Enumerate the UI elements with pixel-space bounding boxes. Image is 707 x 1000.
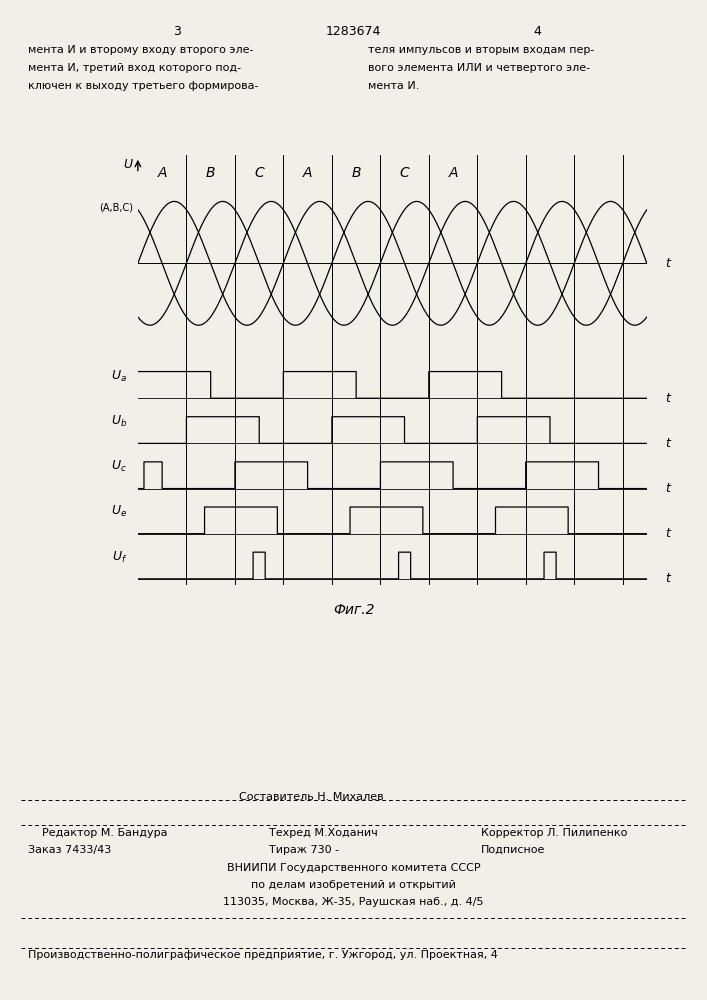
Text: Техред М.Ходанич: Техред М.Ходанич [269, 828, 378, 838]
Text: C: C [399, 166, 409, 180]
Text: Подписное: Подписное [481, 845, 545, 855]
Text: A: A [303, 166, 312, 180]
Text: ВНИИПИ Государственного комитета СССР: ВНИИПИ Государственного комитета СССР [227, 863, 480, 873]
Text: t: t [665, 482, 670, 495]
Text: $U_f$: $U_f$ [112, 549, 127, 565]
Text: 113035, Москва, Ж-35, Раушская наб., д. 4/5: 113035, Москва, Ж-35, Раушская наб., д. … [223, 897, 484, 907]
Text: $U_c$: $U_c$ [112, 459, 127, 474]
Text: (A,B,C): (A,B,C) [99, 203, 133, 213]
Text: 3: 3 [173, 25, 181, 38]
Text: мента И.: мента И. [368, 81, 419, 91]
Text: Производственно-полиграфическое предприятие, г. Ужгород, ул. Проектная, 4: Производственно-полиграфическое предприя… [28, 950, 498, 960]
Text: Редактор М. Бандура: Редактор М. Бандура [42, 828, 168, 838]
Text: t: t [665, 437, 670, 450]
Text: теля импульсов и вторым входам пер-: теля импульсов и вторым входам пер- [368, 45, 594, 55]
Text: Корректор Л. Пилипенко: Корректор Л. Пилипенко [481, 828, 627, 838]
Text: t: t [665, 392, 670, 405]
Text: ключен к выходу третьего формирова-: ключен к выходу третьего формирова- [28, 81, 259, 91]
Text: Тираж 730 -: Тираж 730 - [269, 845, 339, 855]
Text: $U_e$: $U_e$ [111, 504, 127, 519]
Text: Заказ 7433/43: Заказ 7433/43 [28, 845, 112, 855]
Text: A: A [448, 166, 457, 180]
Text: мента И и второму входу второго эле-: мента И и второму входу второго эле- [28, 45, 254, 55]
Text: B: B [351, 166, 361, 180]
Text: по делам изобретений и открытий: по делам изобретений и открытий [251, 880, 456, 890]
Text: U: U [124, 158, 133, 171]
Text: 4: 4 [533, 25, 542, 38]
Text: $U_b$: $U_b$ [111, 414, 127, 429]
Text: Фиг.2: Фиг.2 [333, 603, 374, 617]
Text: Составитель Н. Михалев: Составитель Н. Михалев [239, 792, 383, 802]
Text: t: t [665, 572, 670, 585]
Text: C: C [255, 166, 264, 180]
Text: вого элемента ИЛИ и четвертого эле-: вого элемента ИЛИ и четвертого эле- [368, 63, 590, 73]
Text: t: t [665, 527, 670, 540]
Text: мента И, третий вход которого под-: мента И, третий вход которого под- [28, 63, 241, 73]
Text: B: B [206, 166, 216, 180]
Text: t: t [665, 257, 670, 270]
Text: $U_a$: $U_a$ [111, 369, 127, 384]
Text: A: A [158, 166, 167, 180]
Text: 1283674: 1283674 [326, 25, 381, 38]
